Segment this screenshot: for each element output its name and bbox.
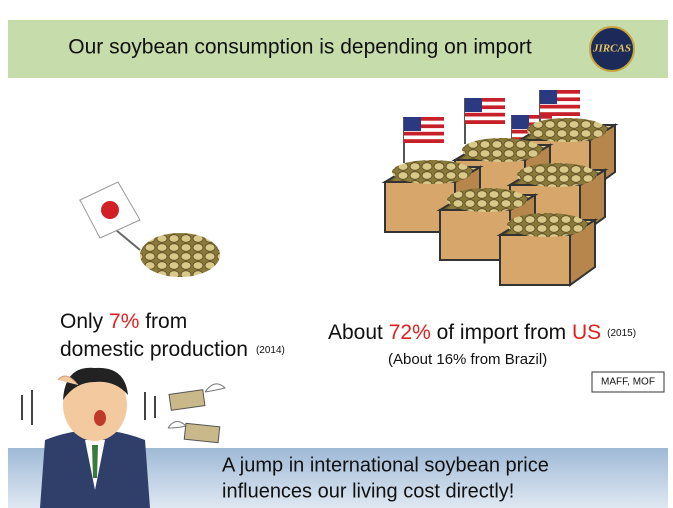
header-title: Our soybean consumption is depending on …: [68, 36, 532, 59]
domestic-line1: Only 7% from: [60, 310, 187, 333]
import-note: (About 16% from Brazil): [388, 351, 547, 368]
footer-line2: influences our living cost directly!: [222, 480, 514, 502]
bean-pile: [140, 233, 220, 277]
import-line1: About 72% of import from US(2015): [328, 321, 636, 344]
source: MAFF, MOF: [601, 377, 655, 388]
logo-text: JIRCAS: [592, 43, 631, 55]
slide: Our soybean consumption is depending on …: [0, 0, 673, 508]
footer-line1: A jump in international soybean price: [222, 454, 549, 476]
